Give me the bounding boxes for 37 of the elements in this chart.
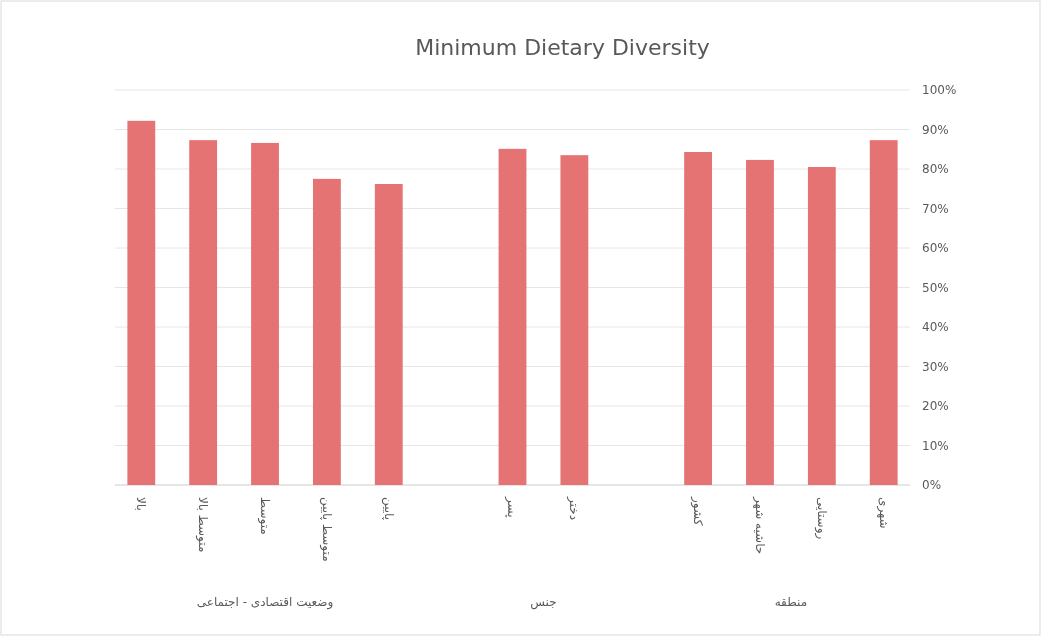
y-tick-label: 100% [922, 83, 957, 98]
bar [251, 142, 279, 485]
x-tick-label: پایین [380, 497, 396, 521]
x-tick-label: پسر [504, 496, 520, 518]
y-tick-label: 10% [922, 438, 949, 453]
x-tick-label: دختر [566, 496, 582, 521]
y-tick-label: 50% [922, 280, 949, 295]
y-tick-label: 60% [922, 241, 949, 256]
chart-title: Minimum Dietary Diversity [415, 35, 710, 60]
y-tick-label: 40% [922, 320, 949, 335]
bar [374, 184, 403, 485]
y-tick-label: 20% [922, 399, 949, 414]
x-tick-label: متوسط [256, 497, 272, 535]
y-tick-label: 30% [922, 359, 949, 374]
bar [807, 167, 836, 485]
bar [498, 148, 527, 485]
bar [869, 140, 898, 485]
text: جنس [530, 595, 557, 610]
x-tick-label: کشور [689, 496, 705, 526]
x-tick-label: بالا [134, 497, 149, 511]
x-tick-label: شهری [875, 497, 891, 529]
x-tick-label: روستایی [813, 497, 829, 540]
bar [684, 152, 713, 485]
y-tick-label: 80% [922, 162, 949, 177]
y-tick-label: 90% [922, 122, 949, 137]
bar [746, 159, 774, 485]
x-tick-label: متوسط بالا [194, 497, 210, 553]
bar [127, 120, 156, 485]
bar [189, 140, 218, 485]
text: منطقه [774, 595, 808, 609]
x-tick-label: متوسط پایین [318, 497, 334, 562]
y-tick-label: 0% [922, 478, 942, 493]
bar [312, 178, 341, 485]
y-tick-label: 70% [922, 201, 949, 216]
text: وضعیت اقتصادی - اجتماعی [196, 595, 334, 610]
bar [560, 155, 589, 485]
x-tick-label: حاشیه شهر [751, 496, 767, 555]
